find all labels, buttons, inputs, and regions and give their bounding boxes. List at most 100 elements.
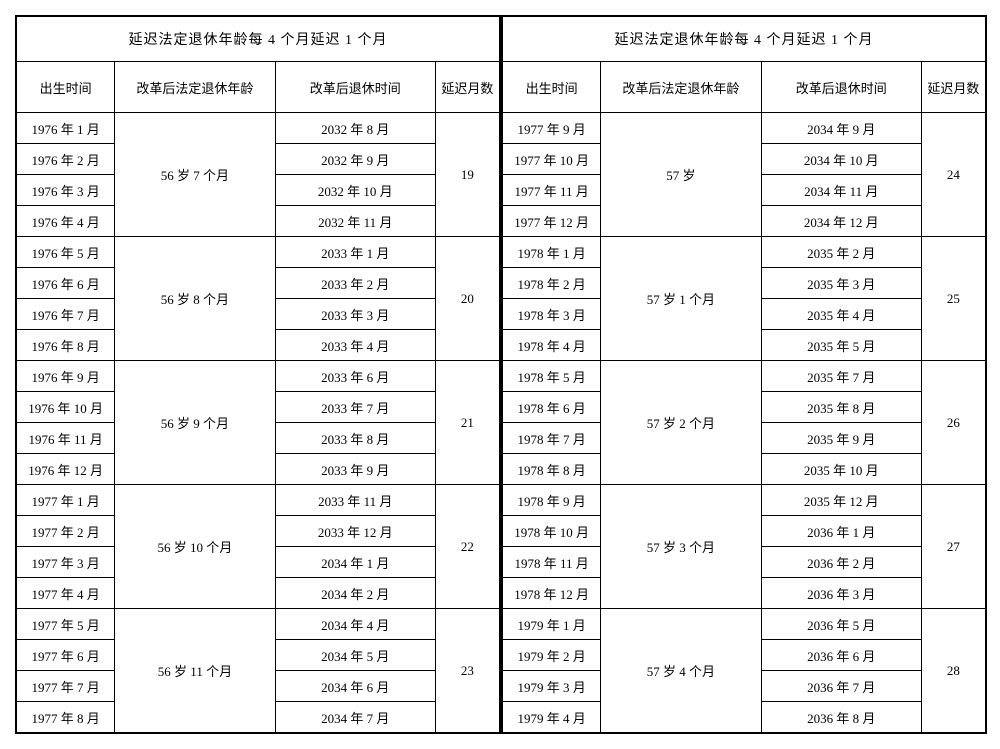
birth-cell: 1979 年 4 月 (503, 702, 601, 733)
delay-cell: 26 (921, 361, 985, 485)
age-cell: 57 岁 1 个月 (601, 237, 761, 361)
retire-cell: 2033 年 9 月 (275, 454, 435, 485)
retire-cell: 2036 年 7 月 (761, 671, 921, 702)
birth-cell: 1977 年 2 月 (17, 516, 115, 547)
age-cell: 56 岁 10 个月 (115, 485, 275, 609)
retire-cell: 2032 年 10 月 (275, 175, 435, 206)
birth-cell: 1976 年 2 月 (17, 144, 115, 175)
age-cell: 56 岁 9 个月 (115, 361, 275, 485)
birth-cell: 1977 年 7 月 (17, 671, 115, 702)
retire-cell: 2034 年 9 月 (761, 113, 921, 144)
table-row: 1978 年 9 月57 岁 3 个月2035 年 12 月27 (503, 485, 986, 516)
delay-cell: 19 (435, 113, 499, 237)
table-row: 1976 年 5 月56 岁 8 个月2033 年 1 月20 (17, 237, 500, 268)
birth-cell: 1978 年 6 月 (503, 392, 601, 423)
delay-cell: 25 (921, 237, 985, 361)
birth-cell: 1977 年 11 月 (503, 175, 601, 206)
retire-cell: 2035 年 3 月 (761, 268, 921, 299)
birth-cell: 1977 年 10 月 (503, 144, 601, 175)
retire-cell: 2035 年 5 月 (761, 330, 921, 361)
birth-cell: 1977 年 6 月 (17, 640, 115, 671)
birth-cell: 1978 年 12 月 (503, 578, 601, 609)
retire-cell: 2032 年 9 月 (275, 144, 435, 175)
retire-cell: 2036 年 2 月 (761, 547, 921, 578)
retire-cell: 2034 年 11 月 (761, 175, 921, 206)
table-row: 1979 年 1 月57 岁 4 个月2036 年 5 月28 (503, 609, 986, 640)
retire-cell: 2035 年 9 月 (761, 423, 921, 454)
birth-cell: 1978 年 8 月 (503, 454, 601, 485)
panel-title: 延迟法定退休年龄每 4 个月延迟 1 个月 (17, 17, 500, 62)
birth-cell: 1976 年 10 月 (17, 392, 115, 423)
birth-cell: 1976 年 11 月 (17, 423, 115, 454)
retire-cell: 2036 年 8 月 (761, 702, 921, 733)
retire-cell: 2033 年 8 月 (275, 423, 435, 454)
birth-cell: 1978 年 1 月 (503, 237, 601, 268)
right-panel: 延迟法定退休年龄每 4 个月延迟 1 个月 出生时间 改革后法定退休年龄 改革后… (501, 16, 986, 733)
retire-cell: 2033 年 4 月 (275, 330, 435, 361)
retire-cell: 2034 年 5 月 (275, 640, 435, 671)
header-row: 出生时间 改革后法定退休年龄 改革后退休时间 延迟月数 (503, 62, 986, 113)
birth-cell: 1978 年 4 月 (503, 330, 601, 361)
birth-cell: 1976 年 12 月 (17, 454, 115, 485)
panel-title-row: 延迟法定退休年龄每 4 个月延迟 1 个月 (503, 17, 986, 62)
retire-cell: 2036 年 6 月 (761, 640, 921, 671)
retire-cell: 2033 年 1 月 (275, 237, 435, 268)
delay-cell: 28 (921, 609, 985, 733)
retire-cell: 2036 年 3 月 (761, 578, 921, 609)
header-birth: 出生时间 (17, 62, 115, 113)
birth-cell: 1978 年 2 月 (503, 268, 601, 299)
age-cell: 57 岁 (601, 113, 761, 237)
header-age: 改革后法定退休年龄 (601, 62, 761, 113)
retire-cell: 2036 年 1 月 (761, 516, 921, 547)
delay-cell: 22 (435, 485, 499, 609)
retire-cell: 2033 年 12 月 (275, 516, 435, 547)
birth-cell: 1977 年 8 月 (17, 702, 115, 733)
retire-cell: 2035 年 2 月 (761, 237, 921, 268)
retire-cell: 2035 年 8 月 (761, 392, 921, 423)
birth-cell: 1978 年 5 月 (503, 361, 601, 392)
birth-cell: 1976 年 4 月 (17, 206, 115, 237)
birth-cell: 1979 年 3 月 (503, 671, 601, 702)
right-body: 1977 年 9 月57 岁2034 年 9 月241977 年 10 月203… (503, 113, 986, 733)
retire-cell: 2035 年 12 月 (761, 485, 921, 516)
left-table: 延迟法定退休年龄每 4 个月延迟 1 个月 出生时间 改革后法定退休年龄 改革后… (16, 16, 500, 733)
birth-cell: 1978 年 7 月 (503, 423, 601, 454)
retire-cell: 2033 年 7 月 (275, 392, 435, 423)
birth-cell: 1978 年 10 月 (503, 516, 601, 547)
delay-cell: 24 (921, 113, 985, 237)
delay-cell: 20 (435, 237, 499, 361)
retire-cell: 2034 年 6 月 (275, 671, 435, 702)
retirement-table-wrapper: 延迟法定退休年龄每 4 个月延迟 1 个月 出生时间 改革后法定退休年龄 改革后… (15, 15, 987, 734)
table-row: 1977 年 5 月56 岁 11 个月2034 年 4 月23 (17, 609, 500, 640)
retire-cell: 2034 年 10 月 (761, 144, 921, 175)
birth-cell: 1976 年 8 月 (17, 330, 115, 361)
birth-cell: 1976 年 3 月 (17, 175, 115, 206)
birth-cell: 1976 年 9 月 (17, 361, 115, 392)
birth-cell: 1977 年 4 月 (17, 578, 115, 609)
retire-cell: 2035 年 7 月 (761, 361, 921, 392)
retire-cell: 2034 年 2 月 (275, 578, 435, 609)
table-row: 1976 年 1 月56 岁 7 个月2032 年 8 月19 (17, 113, 500, 144)
retire-cell: 2034 年 12 月 (761, 206, 921, 237)
birth-cell: 1976 年 5 月 (17, 237, 115, 268)
birth-cell: 1976 年 6 月 (17, 268, 115, 299)
retire-cell: 2033 年 2 月 (275, 268, 435, 299)
left-panel: 延迟法定退休年龄每 4 个月延迟 1 个月 出生时间 改革后法定退休年龄 改革后… (16, 16, 501, 733)
retire-cell: 2035 年 10 月 (761, 454, 921, 485)
age-cell: 56 岁 7 个月 (115, 113, 275, 237)
birth-cell: 1978 年 3 月 (503, 299, 601, 330)
header-birth: 出生时间 (503, 62, 601, 113)
retire-cell: 2035 年 4 月 (761, 299, 921, 330)
age-cell: 56 岁 11 个月 (115, 609, 275, 733)
header-ret: 改革后退休时间 (761, 62, 921, 113)
panel-title-row: 延迟法定退休年龄每 4 个月延迟 1 个月 (17, 17, 500, 62)
table-row: 1977 年 1 月56 岁 10 个月2033 年 11 月22 (17, 485, 500, 516)
table-row: 1977 年 9 月57 岁2034 年 9 月24 (503, 113, 986, 144)
retire-cell: 2034 年 4 月 (275, 609, 435, 640)
birth-cell: 1977 年 9 月 (503, 113, 601, 144)
birth-cell: 1979 年 2 月 (503, 640, 601, 671)
birth-cell: 1976 年 1 月 (17, 113, 115, 144)
age-cell: 57 岁 4 个月 (601, 609, 761, 733)
header-age: 改革后法定退休年龄 (115, 62, 275, 113)
table-row: 1976 年 9 月56 岁 9 个月2033 年 6 月21 (17, 361, 500, 392)
